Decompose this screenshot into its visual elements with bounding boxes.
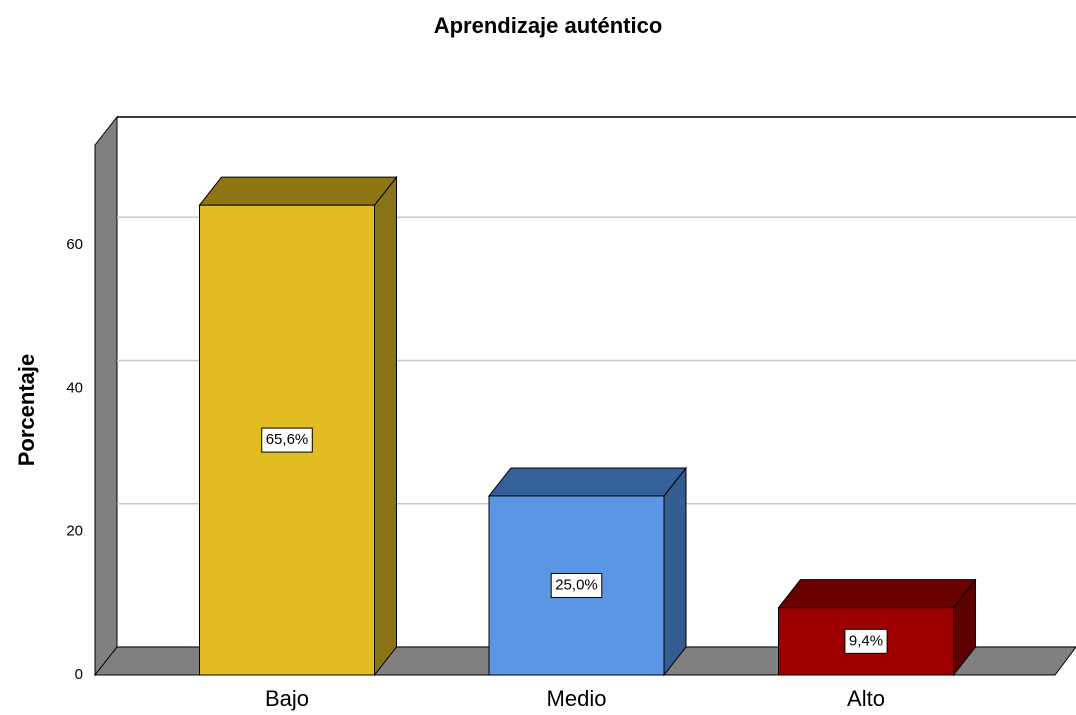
bar-side (663, 466, 687, 677)
value-label: 25,0% (555, 576, 598, 593)
x-tick-label: Alto (847, 686, 885, 711)
bar (778, 607, 954, 676)
y-tick-label: 40 (66, 379, 83, 396)
y-tick-label: 60 (66, 236, 83, 253)
chart-title: Aprendizaje auténtico (434, 13, 663, 38)
x-tick-label: Bajo (265, 686, 309, 711)
y-axis-label: Porcentaje (14, 354, 39, 467)
x-tick-label: Medio (547, 686, 607, 711)
value-label: 65,6% (266, 431, 309, 448)
y-tick-label: 0 (75, 666, 83, 683)
value-label-box (261, 427, 313, 453)
bar-side (374, 175, 397, 677)
value-label-box (550, 572, 603, 598)
bar-top (487, 467, 688, 497)
y-tick-label: 20 (66, 523, 83, 540)
left-wall (94, 115, 118, 677)
value-label-box (844, 628, 888, 654)
bar-top (198, 176, 398, 206)
bar-top (777, 579, 977, 609)
value-label: 9,4% (849, 632, 883, 649)
